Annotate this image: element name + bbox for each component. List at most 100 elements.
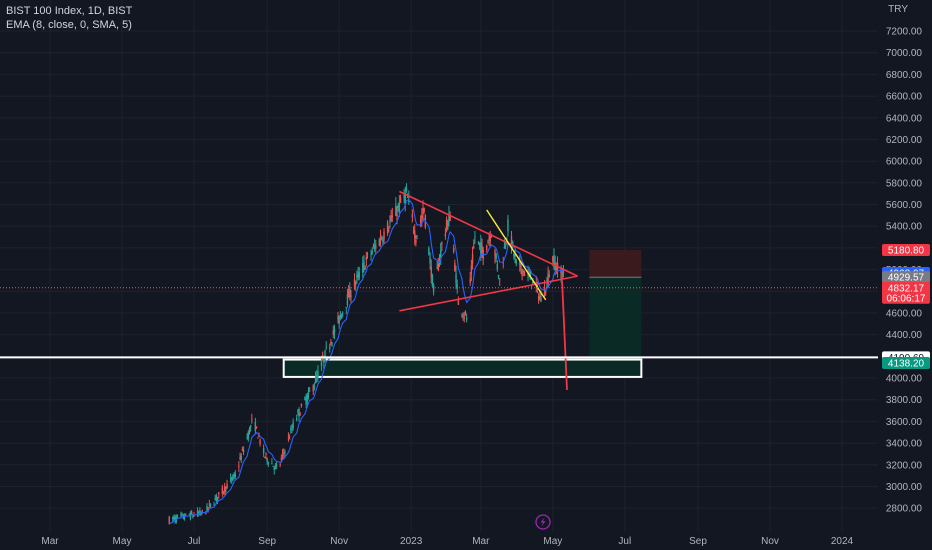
candle-body: [432, 284, 435, 292]
candle-body: [494, 250, 496, 256]
candle-body: [436, 267, 438, 269]
price-tag: [882, 281, 930, 304]
candle-body: [297, 410, 299, 412]
candle-body: [523, 271, 526, 277]
candle-body: [206, 505, 208, 512]
candle-body: [488, 239, 490, 240]
candle-body: [273, 467, 275, 470]
candle-body: [448, 214, 450, 222]
candle-body: [176, 515, 179, 517]
candle-body: [388, 229, 390, 231]
candle-body: [375, 244, 377, 249]
candle-body: [478, 242, 481, 246]
candle-body: [447, 220, 449, 230]
candle-body: [225, 486, 227, 491]
candle-body: [405, 188, 408, 191]
candle-body: [173, 517, 175, 519]
candle-body: [275, 464, 278, 467]
candle-body: [357, 272, 359, 274]
chart-legend[interactable]: BIST 100 Index, 1D, BIST EMA (8, close, …: [6, 4, 132, 32]
candle-body: [290, 428, 292, 430]
candle-body: [378, 239, 381, 246]
candle-body: [546, 280, 548, 282]
candle-body: [264, 456, 266, 458]
candle-body: [350, 295, 352, 298]
x-tick-label: 2023: [400, 536, 423, 547]
candle-body: [259, 439, 261, 445]
candle-body: [414, 230, 416, 239]
candle-body: [216, 496, 219, 500]
candle-body: [192, 515, 194, 517]
x-tick-label: Jul: [618, 536, 631, 547]
candle-body: [314, 377, 317, 384]
candle-body: [497, 274, 500, 278]
x-tick-label: Nov: [330, 536, 348, 547]
wedge-line: [486, 209, 547, 301]
candle-body: [399, 197, 402, 203]
candle-body: [271, 463, 273, 465]
candle-body: [316, 375, 318, 379]
candle-body: [218, 492, 220, 495]
x-tick-label: May: [113, 536, 132, 547]
y-tick-label: 4600.00: [886, 308, 923, 319]
indicator-label[interactable]: EMA (8, close, 0, SMA, 5): [6, 19, 132, 31]
y-tick-label: 3000.00: [886, 482, 923, 493]
candle-body: [469, 278, 471, 283]
candle-body: [365, 256, 368, 260]
candle-body: [395, 205, 397, 216]
candle-body: [547, 273, 549, 285]
y-tick-label: 6800.00: [886, 70, 923, 81]
x-tick-label: Sep: [689, 536, 707, 547]
lightning-icon[interactable]: [535, 514, 551, 530]
candle-body: [346, 294, 349, 306]
x-tick-label: Jul: [188, 536, 201, 547]
candle-body: [430, 266, 432, 278]
candle-body: [337, 316, 339, 320]
ema-line: [169, 199, 564, 525]
candle-body: [209, 503, 212, 508]
candle-body: [274, 465, 277, 467]
candle-body: [338, 315, 340, 324]
candle-body: [353, 279, 356, 288]
candle-body: [300, 404, 303, 407]
symbol-title[interactable]: BIST 100 Index, 1D, BIST: [6, 5, 133, 17]
candle-body: [248, 428, 251, 434]
candles: [168, 183, 565, 525]
candle-body: [265, 453, 267, 455]
candle-body: [521, 268, 523, 277]
triangle-lower-line: [399, 275, 578, 312]
y-tick-label: 5600.00: [886, 200, 923, 211]
candle-body: [380, 238, 383, 240]
candle-body: [379, 236, 382, 242]
y-tick-label: 7200.00: [886, 27, 923, 38]
candle-body: [383, 231, 385, 240]
candle-body: [489, 235, 491, 242]
candle-body: [438, 260, 441, 262]
candle-body: [421, 215, 423, 219]
candle-body: [445, 220, 448, 228]
candle-body: [174, 516, 176, 521]
x-axis[interactable]: Mar May Jul Sep Nov 2023 Mar May Jul Sep Nov 2024: [41, 536, 853, 547]
candle-body: [510, 236, 513, 248]
candle-body: [249, 425, 252, 428]
candle-body: [486, 245, 488, 250]
candle-body: [254, 422, 257, 432]
candle-body: [415, 239, 417, 244]
candle-body: [428, 248, 430, 255]
candle-body: [356, 274, 358, 278]
candle-body: [213, 504, 215, 506]
candle-body: [363, 261, 365, 267]
candle-body: [487, 242, 489, 244]
x-tick-label: Mar: [472, 536, 490, 547]
candle-body: [323, 356, 325, 363]
candle-body: [291, 429, 293, 430]
candle-body: [185, 513, 187, 515]
candle-body: [496, 263, 499, 270]
candle-body: [522, 270, 525, 273]
candle-body: [342, 312, 344, 314]
candle-body: [470, 265, 473, 274]
candle-body: [281, 453, 284, 455]
candle-body: [419, 219, 422, 223]
support-box: [282, 358, 643, 378]
